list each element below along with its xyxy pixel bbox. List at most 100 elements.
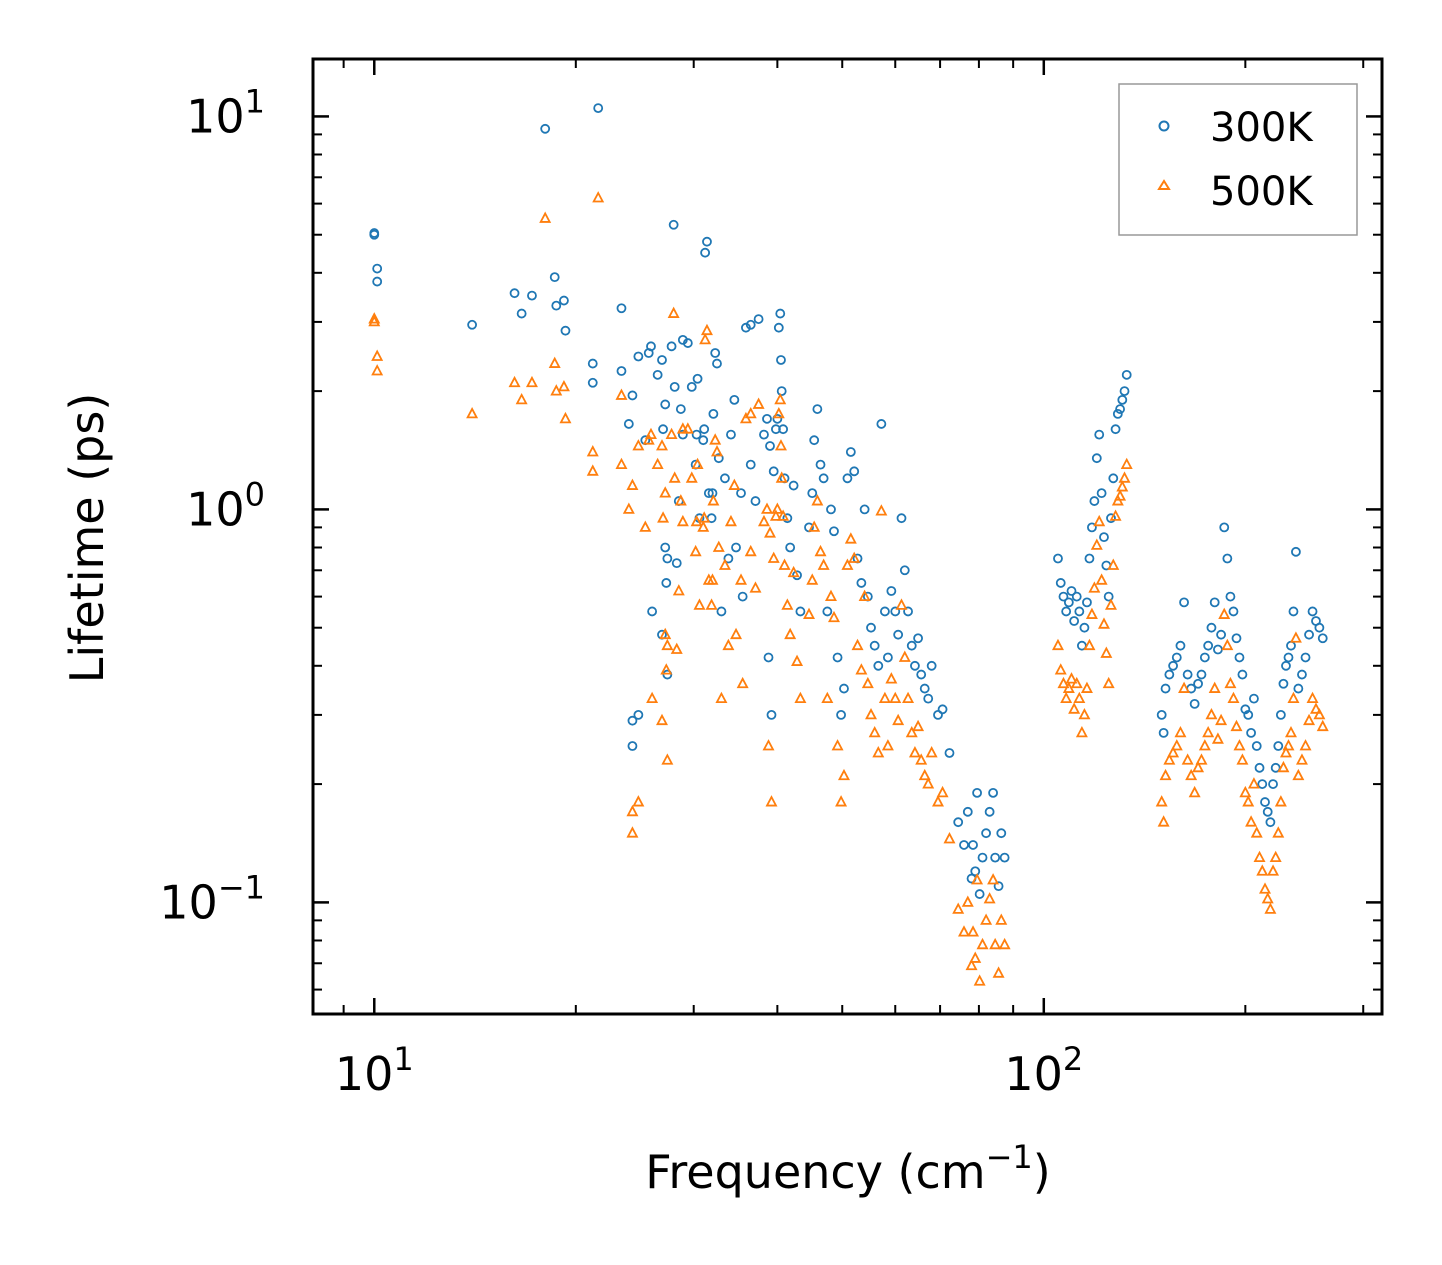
point-300K [677,429,688,440]
point-300K [788,480,799,491]
point-500K [844,532,857,544]
point-500K [1227,691,1240,704]
point-500K [626,804,639,817]
point-500K [705,598,718,610]
point-300K [1089,496,1100,506]
point-500K [656,713,668,726]
legend-box [1118,83,1358,236]
point-500K [1095,573,1108,585]
point-500K [1065,672,1078,684]
point-300K [1270,762,1281,773]
svg-text:100: 100 [186,475,265,536]
point-500K [735,573,748,585]
point-500K [1306,691,1319,704]
point-500K [973,974,986,986]
point-300K [1160,683,1171,694]
point-500K [762,739,775,751]
point-500K [932,795,944,807]
point-300K [906,640,917,651]
point-500K [983,892,996,904]
point-300K [778,424,789,435]
point-500K [1100,646,1113,658]
point-500K [794,691,807,704]
point-300K [712,358,722,369]
point-500K [615,388,628,400]
point-500K [967,925,980,937]
point-500K [632,795,645,807]
point-500K [639,520,652,532]
point-500K [1247,777,1260,789]
point-500K [659,486,672,498]
point-500K [661,753,674,765]
point-500K [1253,850,1266,863]
point-300K [899,565,910,576]
point-500K [1159,768,1172,781]
point-500K [586,445,599,457]
point-500K [744,406,757,419]
point-300K [587,377,598,388]
point-500K [775,471,788,483]
point-300K [1055,578,1066,588]
point-500K [971,873,984,885]
x-tick-exp: 1 [393,1040,413,1078]
point-500K [769,509,782,521]
point-500K [806,573,819,585]
point-500K [1264,902,1277,914]
point-300K [1257,779,1268,789]
point-500K [872,746,885,758]
point-300K [876,419,887,429]
point-500K [697,520,710,532]
point-300K [372,276,383,287]
point-500K [980,913,993,925]
point-300K [1164,669,1175,680]
point-500K [1080,681,1093,693]
point-300K [1106,513,1116,524]
point-500K [539,211,552,223]
point-500K [1287,691,1300,704]
point-300K [926,660,937,671]
point-300K [716,606,727,617]
point-300K [669,381,680,392]
point-500K [644,427,657,440]
point-500K [1292,768,1305,781]
point-500K [626,478,639,490]
point-300K [1228,606,1239,617]
point-500K [784,627,797,640]
point-500K [1198,739,1211,751]
point-300K [1203,640,1214,651]
point-300K [970,866,981,877]
point-500K [689,544,702,557]
x-axis-title: Frequency (cm−1) [645,1138,1050,1199]
point-300K [527,290,537,301]
point-300K [845,447,856,457]
point-500K [709,433,722,445]
point-300K [1108,473,1119,484]
point-500K [1269,850,1282,863]
point-500K [892,713,905,726]
point-500K [642,433,655,445]
point-500K [1282,739,1295,751]
point-500K [749,581,762,593]
point-300K [832,652,843,663]
point-500K [586,464,599,476]
point-500K [778,558,791,570]
point-500K [774,392,787,405]
svg-text:101: 101 [186,82,265,143]
point-500K [659,627,672,640]
point-500K [1272,826,1285,838]
point-300K [700,247,711,258]
point-300K [913,633,923,644]
point-300K [675,404,686,414]
point-500K [1309,702,1322,714]
point-500K [1083,638,1096,651]
point-300K [775,308,786,319]
point-300K [633,351,644,362]
point-500K [657,511,670,523]
point-500K [668,471,681,483]
point-500K [1289,631,1302,643]
point-300K [708,408,719,419]
point-500K [1242,795,1255,807]
point-500K [368,312,381,324]
point-500K [1157,815,1170,827]
point-500K [706,573,719,585]
